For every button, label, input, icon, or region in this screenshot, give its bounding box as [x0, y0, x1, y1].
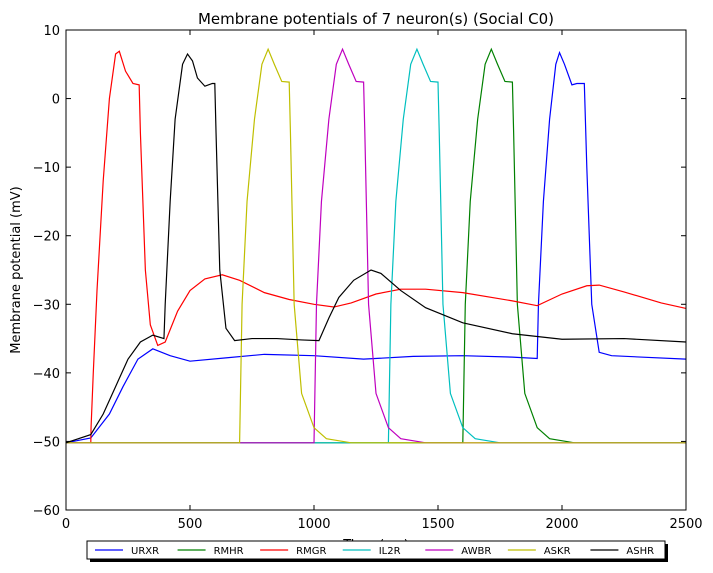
y-tick-label: −60 [33, 504, 60, 519]
x-tick-label: 0 [62, 517, 70, 532]
y-tick-label: −20 [33, 230, 60, 245]
y-axis-label: Membrane potential (mV) [9, 186, 24, 353]
legend-box [86, 540, 666, 560]
y-tick-label: −30 [33, 298, 60, 313]
legend-label: URXR [131, 546, 159, 557]
y-tick-label: −10 [33, 161, 60, 176]
plot-area [65, 47, 687, 444]
axes-frame [65, 29, 687, 511]
y-tick-label: 10 [43, 24, 60, 39]
x-tick-label: 2000 [545, 517, 578, 532]
series-line [66, 47, 686, 444]
legend-label: ASKR [544, 546, 571, 557]
legend: URXR RMHR RMGR IL2R AWBR ASKR ASHR [86, 540, 668, 562]
legend-label: IL2R [379, 546, 401, 557]
legend-label: ASHR [626, 546, 654, 557]
series-line [66, 47, 686, 444]
x-tick-label: 1000 [297, 517, 330, 532]
legend-label: AWBR [461, 546, 491, 557]
x-tick-label: 2500 [669, 517, 702, 532]
y-tick-label: −50 [33, 435, 60, 450]
series-line [66, 47, 686, 444]
y-tick-label: 0 [52, 93, 60, 108]
series-line [66, 50, 687, 444]
x-tick-label: 1500 [421, 517, 454, 532]
legend-label: RMHR [214, 546, 244, 557]
chart-title: Membrane potentials of 7 neuron(s) (Soci… [198, 10, 554, 28]
series-line [65, 50, 687, 444]
series-line [65, 52, 687, 444]
legend-label: RMGR [296, 546, 326, 557]
x-tick-label: 500 [178, 517, 203, 532]
series-line [66, 47, 686, 444]
y-tick-label: −40 [33, 367, 60, 382]
